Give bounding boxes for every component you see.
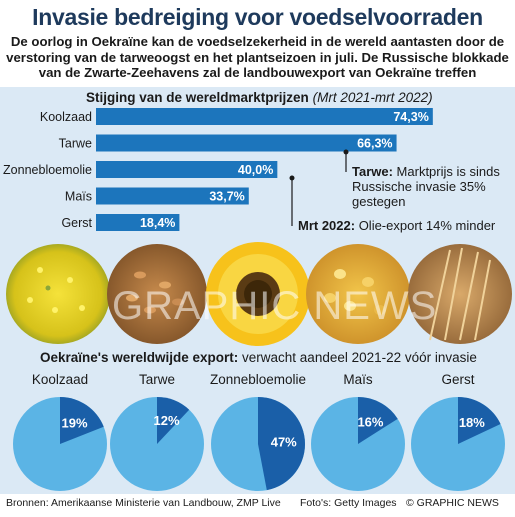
watermark: GRAPHIC NEWS [112, 284, 438, 328]
pie-category-label: Tarwe [139, 372, 175, 387]
prices-title: Stijging van de wereldmarktprijzen (Mrt … [86, 90, 433, 105]
oil-annotation-dot [289, 175, 295, 181]
pie-slice [458, 397, 501, 444]
pie-slice [358, 397, 398, 444]
bar-value-label: 66,3% [357, 137, 392, 151]
oil-annotation-text: Olie-export 14% minder [355, 218, 496, 233]
bar-value-label: 40,0% [238, 163, 273, 177]
pie-value-label: 18% [459, 415, 485, 430]
pie-value-label: 47% [271, 435, 297, 450]
page-title: Invasie bedreiging voor voedselvoorraden [32, 4, 483, 30]
pie-category-label: Koolzaad [32, 372, 88, 387]
oil-annotation: Mrt 2022: Olie-export 14% minder [298, 218, 513, 233]
pie-category-label: Gerst [441, 372, 474, 387]
bar [96, 108, 433, 125]
wheat-annotation-label: Tarwe: [352, 164, 393, 179]
pie-value-label: 19% [62, 416, 88, 431]
oil-annotation-label: Mrt 2022: [298, 218, 356, 233]
pie-slice [258, 397, 306, 491]
mais-photo [306, 244, 410, 344]
exports-title-rest: verwacht aandeel 2021-22 vóór invasie [238, 350, 477, 365]
bar-value-label: 74,3% [393, 110, 428, 124]
prices-title-text: Stijging van de wereldmarktprijzen [86, 90, 309, 105]
footer-photos: Foto's: Getty Images [300, 497, 397, 509]
pie-category-label: Zonnebloemolie [210, 372, 306, 387]
pie-category-label: Maïs [343, 372, 373, 387]
wheat-annotation-dot [343, 149, 349, 155]
gerst-photo [408, 244, 512, 344]
pie-slice [157, 397, 190, 444]
bar [96, 161, 278, 178]
prices-period: (Mrt 2021-mrt 2022) [312, 90, 433, 105]
bar [96, 134, 397, 152]
bar-category-label: Zonnebloemolie [3, 163, 92, 177]
exports-title: Oekraïne's wereldwijde export: verwacht … [40, 350, 477, 365]
bar-category-label: Tarwe [59, 137, 92, 151]
bar-value-label: 33,7% [209, 190, 244, 204]
wheat-annotation-text: Marktprijs is sinds Russische invasie 35… [352, 164, 500, 209]
bar-value-label: 18,4% [140, 216, 175, 230]
page-subtitle: De oorlog in Oekraïne kan de voedselzeke… [6, 34, 509, 80]
pie-value-label: 16% [357, 414, 383, 429]
bar-category-label: Koolzaad [40, 110, 92, 124]
bar [96, 214, 180, 231]
pie-value-label: 12% [154, 413, 180, 428]
footer-credit: © GRAPHIC NEWS [406, 497, 499, 509]
koolzaad-photo [6, 244, 110, 344]
bar-category-label: Maïs [65, 190, 92, 204]
bar-category-label: Gerst [61, 216, 92, 230]
wheat-annotation: Tarwe: Marktprijs is sinds Russische inv… [352, 164, 512, 209]
bar [96, 187, 249, 205]
footer-sources: Bronnen: Amerikaanse Ministerie van Land… [6, 497, 281, 509]
zonnebloem-photo [206, 242, 310, 346]
tarwe-photo [107, 244, 207, 344]
price-bar-chart: Koolzaad 74,3% Tarwe 66,3% Zonnebloemolie 40,… [3, 108, 433, 231]
crop-photos [6, 242, 512, 346]
exports-title-bold: Oekraïne's wereldwijde export: [40, 350, 239, 365]
pie-slice [60, 397, 104, 444]
